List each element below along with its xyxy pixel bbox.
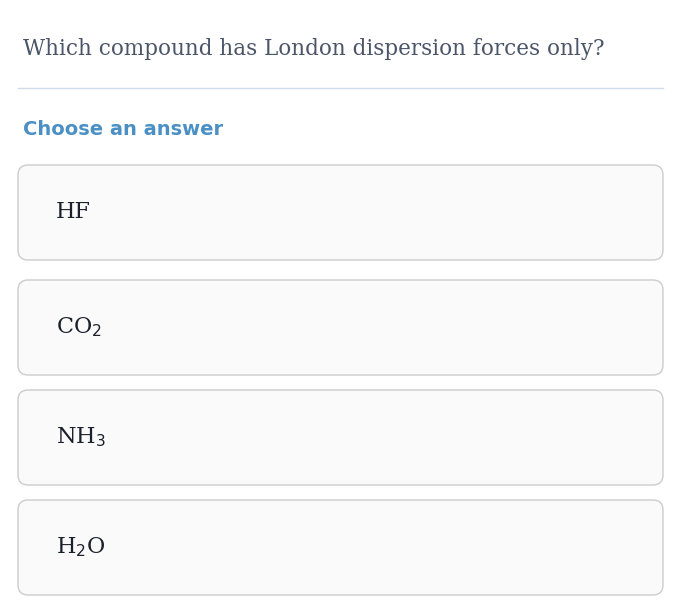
- FancyBboxPatch shape: [18, 500, 663, 595]
- Text: Choose an answer: Choose an answer: [23, 120, 223, 139]
- Text: NH$_3$: NH$_3$: [56, 426, 106, 449]
- Text: H$_2$O: H$_2$O: [56, 536, 105, 559]
- FancyBboxPatch shape: [18, 390, 663, 485]
- Text: HF: HF: [56, 201, 91, 224]
- FancyBboxPatch shape: [18, 165, 663, 260]
- FancyBboxPatch shape: [18, 280, 663, 375]
- Text: CO$_2$: CO$_2$: [56, 316, 101, 339]
- Text: Which compound has London dispersion forces only?: Which compound has London dispersion for…: [23, 38, 605, 60]
